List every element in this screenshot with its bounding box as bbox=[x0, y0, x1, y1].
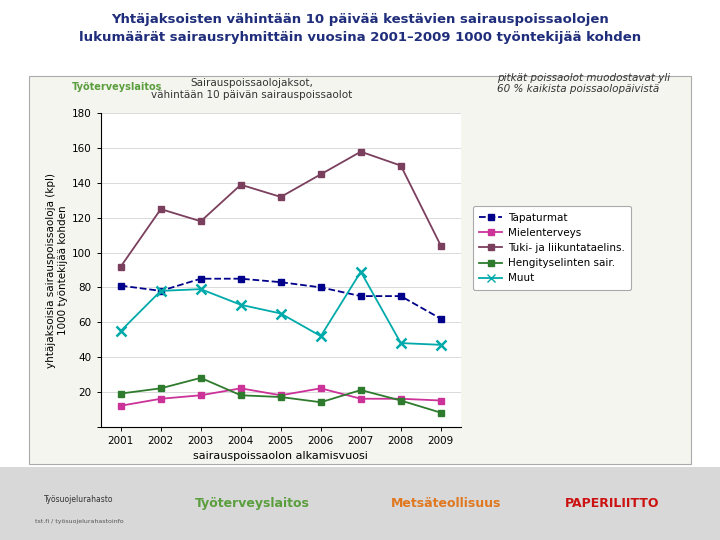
Legend: Tapaturmat, Mielenterveys, Tuki- ja liikuntataelins., Hengityselinten sair., Muu: Tapaturmat, Mielenterveys, Tuki- ja liik… bbox=[473, 206, 631, 289]
Text: PAPERILIITTO: PAPERILIITTO bbox=[564, 497, 660, 510]
Text: pitkät poissaolot muodostavat yli
60 % kaikista poissaolopäivistä: pitkät poissaolot muodostavat yli 60 % k… bbox=[497, 73, 670, 94]
Text: Sairauspoissaolojaksot,
vähintään 10 päivän sairauspoissaolot: Sairauspoissaolojaksot, vähintään 10 päi… bbox=[151, 78, 353, 100]
X-axis label: sairauspoissaolon alkamisvuosi: sairauspoissaolon alkamisvuosi bbox=[194, 451, 368, 461]
Text: Metsäteollisuus: Metsäteollisuus bbox=[391, 497, 502, 510]
Text: Työterveyslaitos: Työterveyslaitos bbox=[72, 82, 163, 92]
Y-axis label: yhtäjaksoisia sairauspoissaoloja (kpl)
1000 työntekijää kohden: yhtäjaksoisia sairauspoissaoloja (kpl) 1… bbox=[46, 172, 68, 368]
Text: Työsuojelurahasto: Työsuojelurahasto bbox=[45, 495, 114, 504]
Text: tst.fi / työsuojelurahastoinfo: tst.fi / työsuojelurahastoinfo bbox=[35, 519, 124, 524]
Text: Yhtäjaksoisten vähintään 10 päivää kestävien sairauspoissaolojen
lukumäärät sair: Yhtäjaksoisten vähintään 10 päivää kestä… bbox=[79, 14, 641, 44]
Text: Työterveyslaitos: Työterveyslaitos bbox=[194, 497, 310, 510]
